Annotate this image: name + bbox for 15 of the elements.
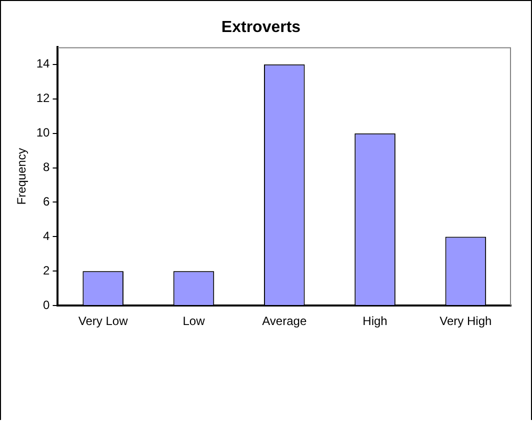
chart-title: Extroverts [221, 19, 301, 36]
y-tick-label: 10 [36, 126, 50, 140]
y-tick-label: 0 [43, 298, 50, 312]
y-tick-label: 2 [43, 263, 50, 278]
y-tick-label: 6 [43, 194, 50, 209]
x-tick-label: Very Low [78, 314, 128, 328]
y-tick-label: 12 [36, 91, 50, 106]
y-tick-label: 14 [36, 56, 50, 71]
y-axis-title: Frequency [14, 148, 29, 205]
x-tick-label: Average [262, 314, 307, 328]
y-tick-label: 8 [43, 160, 50, 174]
y-tick-label: 4 [43, 229, 50, 244]
x-tick-label: High [362, 314, 388, 328]
x-tick-label: Low [182, 314, 206, 328]
x-tick-label: Very High [440, 314, 492, 328]
